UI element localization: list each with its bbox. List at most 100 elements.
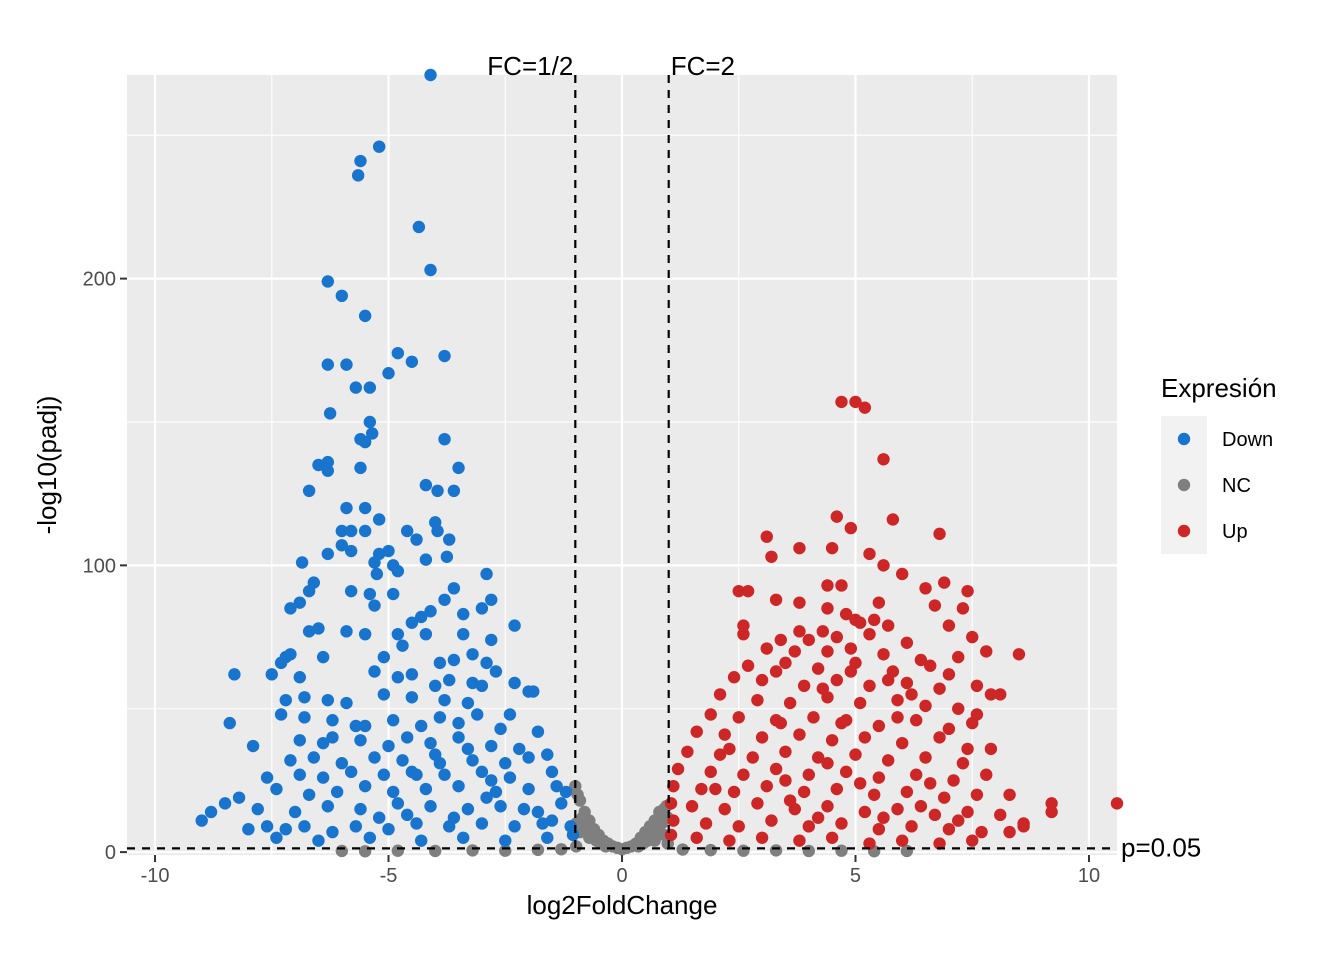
data-point-up (938, 576, 951, 589)
data-point-up (690, 831, 703, 844)
data-point-up (900, 676, 914, 690)
data-point-down (457, 607, 470, 621)
data-point-nc (704, 843, 717, 857)
reference-lines (127, 75, 1117, 855)
data-point-nc (599, 840, 612, 853)
data-point-down (251, 802, 264, 816)
data-point-up (895, 567, 909, 581)
data-point-down (396, 754, 409, 767)
data-point-down (503, 708, 517, 721)
data-point-down (391, 564, 405, 578)
data-point-nc (571, 788, 584, 801)
legend-label-nc: NC (1222, 475, 1251, 497)
data-point-down (377, 650, 391, 664)
x-tick-label: 0 (616, 865, 627, 887)
data-point-up (718, 728, 731, 741)
data-point-down (351, 169, 365, 182)
data-point-up (863, 627, 876, 641)
data-point-nc (737, 844, 750, 857)
data-point-up (755, 831, 769, 844)
data-point-up (741, 584, 755, 598)
data-point-up (774, 716, 787, 730)
data-point-down (293, 734, 306, 747)
data-point-down (424, 605, 437, 618)
data-point-down (433, 757, 447, 770)
data-point-up (732, 584, 745, 598)
data-point-up (797, 679, 811, 693)
data-point-down (424, 263, 437, 277)
data-point-up (952, 702, 965, 715)
data-point-up (863, 547, 876, 561)
data-point-down (382, 367, 395, 380)
data-point-up (769, 665, 783, 678)
data-point-up (816, 682, 830, 695)
data-point-down (536, 817, 549, 830)
data-point-up (895, 834, 909, 847)
data-point-up (699, 817, 713, 830)
data-point-down (566, 828, 580, 842)
data-point-up (1045, 805, 1058, 819)
data-point-down (480, 791, 493, 804)
data-point-down (522, 751, 535, 764)
data-point-down (312, 622, 325, 635)
data-point-down (340, 358, 353, 371)
data-point-up (1012, 648, 1026, 661)
y-tick-label: 100 (83, 555, 116, 577)
data-point-up (891, 693, 904, 707)
data-point-up (793, 596, 806, 609)
data-point-up (970, 788, 984, 801)
data-point-nc (429, 844, 442, 858)
data-point-down (298, 691, 311, 704)
data-point-down (419, 627, 433, 641)
data-point-down (431, 484, 444, 498)
data-point-up (802, 633, 815, 647)
data-point-up (909, 768, 923, 781)
data-point-down (358, 309, 372, 323)
data-point-up (821, 602, 834, 615)
data-point-down (326, 731, 339, 744)
data-point-up (952, 650, 965, 664)
data-point-up (933, 731, 946, 744)
data-point-up (900, 785, 914, 799)
data-point-up (783, 794, 797, 807)
data-point-up (779, 774, 792, 787)
data-point-nc (835, 844, 848, 857)
data-point-down (321, 464, 335, 477)
y-tick-label: 0 (105, 842, 116, 864)
data-point-up (755, 731, 769, 744)
data-point-up (849, 748, 862, 761)
data-point-down (335, 539, 349, 552)
data-point-down (527, 685, 540, 698)
data-point-up (1110, 797, 1124, 810)
data-point-down (475, 765, 489, 779)
vertical-threshold-label: FC=2 (671, 51, 735, 81)
data-point-down (349, 820, 363, 833)
data-point-down (260, 771, 274, 784)
data-point-up (713, 688, 727, 701)
data-point-up (924, 777, 937, 790)
data-point-up (975, 825, 988, 839)
data-point-down (344, 584, 358, 598)
x-tick-label: -10 (141, 865, 170, 887)
data-point-up (727, 785, 741, 799)
data-point-up (769, 762, 783, 776)
data-point-down (443, 673, 456, 687)
data-point-down (466, 676, 479, 690)
data-point-nc (802, 844, 815, 858)
data-point-down (382, 544, 395, 558)
data-point-up (844, 665, 858, 678)
data-point-down (274, 708, 288, 721)
data-point-up (821, 800, 834, 813)
data-point-down (424, 800, 437, 813)
data-point-up (984, 688, 998, 701)
legend-key-nc (1177, 478, 1191, 492)
data-point-down (499, 757, 512, 770)
data-point-up (877, 648, 890, 661)
data-point-down (508, 676, 521, 690)
data-point-down (349, 719, 363, 733)
data-point-down (457, 831, 470, 844)
data-point-nc (358, 845, 372, 858)
data-point-down (485, 633, 498, 647)
y-tick-label: 200 (83, 269, 116, 291)
